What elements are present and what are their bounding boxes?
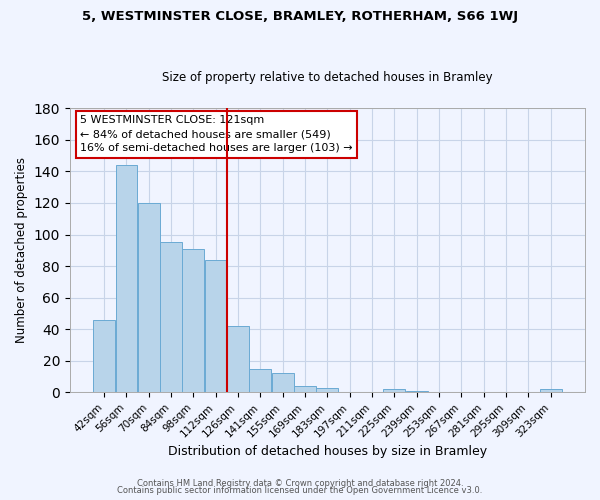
Bar [406,391,428,392]
Bar [316,388,338,392]
Text: Contains HM Land Registry data © Crown copyright and database right 2024.: Contains HM Land Registry data © Crown c… [137,478,463,488]
Bar [540,389,562,392]
Y-axis label: Number of detached properties: Number of detached properties [15,158,28,344]
Bar [383,389,406,392]
Title: Size of property relative to detached houses in Bramley: Size of property relative to detached ho… [162,70,493,84]
Bar [182,248,205,392]
Bar [227,326,249,392]
Text: 5 WESTMINSTER CLOSE: 121sqm
← 84% of detached houses are smaller (549)
16% of se: 5 WESTMINSTER CLOSE: 121sqm ← 84% of det… [80,116,353,154]
Text: 5, WESTMINSTER CLOSE, BRAMLEY, ROTHERHAM, S66 1WJ: 5, WESTMINSTER CLOSE, BRAMLEY, ROTHERHAM… [82,10,518,23]
Text: Contains public sector information licensed under the Open Government Licence v3: Contains public sector information licen… [118,486,482,495]
Bar [294,386,316,392]
Bar [116,165,137,392]
Bar [138,203,160,392]
Bar [205,260,227,392]
Bar [250,368,271,392]
X-axis label: Distribution of detached houses by size in Bramley: Distribution of detached houses by size … [168,444,487,458]
Bar [160,242,182,392]
Bar [93,320,115,392]
Bar [272,374,293,392]
